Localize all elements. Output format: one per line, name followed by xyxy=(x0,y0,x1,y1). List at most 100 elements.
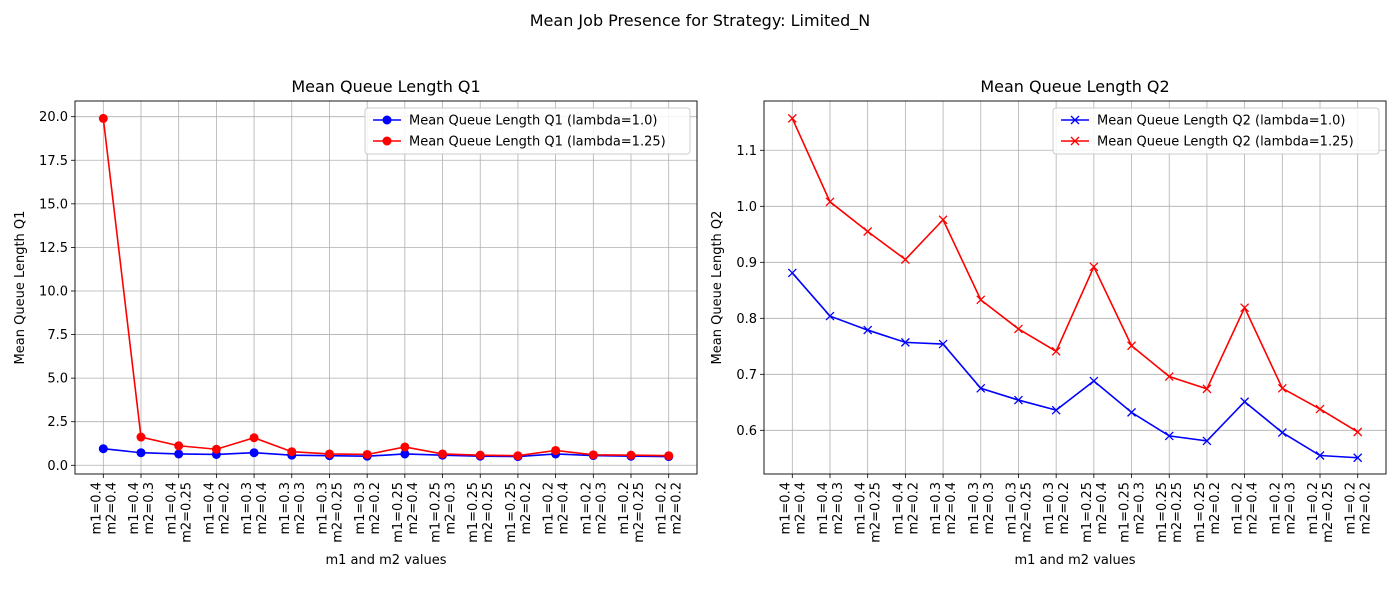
x-tick-label-m1: m1=0.25 xyxy=(1080,482,1095,543)
legend-marker xyxy=(382,115,392,125)
x-tick-label: m1=0.2m2=0.3 xyxy=(1268,482,1298,535)
x-tick-label-m2: m2=0.4 xyxy=(104,482,119,535)
y-tick-label: 7.5 xyxy=(47,328,68,343)
x-tick-label: m1=0.3m2=0.4 xyxy=(240,482,270,535)
data-point xyxy=(400,449,410,459)
x-tick-label: m1=0.25m2=0.2 xyxy=(504,482,534,543)
x-tick-label-m2: m2=0.2 xyxy=(1359,482,1374,535)
x-tick-label: m1=0.4m2=0.4 xyxy=(89,482,119,535)
x-tick-label-m2: m2=0.2 xyxy=(670,482,685,535)
x-tick-label: m1=0.2m2=0.25 xyxy=(1306,482,1336,543)
x-tick-label-m1: m1=0.3 xyxy=(1042,482,1057,535)
legend-box xyxy=(1052,107,1380,155)
data-point xyxy=(98,113,108,123)
x-tick-label-m1: m1=0.3 xyxy=(353,482,368,535)
x-tick-label-m1: m1=0.3 xyxy=(967,482,982,535)
data-point xyxy=(174,449,184,459)
x-tick-label: m1=0.4m2=0.2 xyxy=(891,482,921,535)
y-tick-label: 2.5 xyxy=(47,415,68,430)
data-point xyxy=(211,444,221,454)
x-tick-label-m2: m2=0.25 xyxy=(481,482,496,543)
x-tick-label: m1=0.3m2=0.2 xyxy=(353,482,383,535)
x-tick-label-m1: m1=0.2 xyxy=(1344,482,1359,535)
x-tick-label-m2: m2=0.25 xyxy=(632,482,647,543)
x-tick-label-m2: m2=0.4 xyxy=(944,482,959,535)
data-point xyxy=(863,325,873,335)
data-point xyxy=(287,447,297,457)
legend: Mean Queue Length Q2 (lambda=1.0) Mean Qu… xyxy=(1052,107,1380,155)
axes-frame xyxy=(74,100,698,475)
data-point xyxy=(1202,436,1212,446)
data-point xyxy=(900,337,910,347)
chart-title: Mean Queue Length Q2 xyxy=(980,77,1169,96)
data-point xyxy=(825,197,835,207)
data-point xyxy=(249,433,259,443)
x-tick-label-m2: m2=0.25 xyxy=(1170,482,1185,543)
x-tick-label-m1: m1=0.3 xyxy=(240,482,255,535)
y-tick-label: 1.1 xyxy=(736,144,757,159)
x-tick-label-m1: m1=0.2 xyxy=(1268,482,1283,535)
y-tick-label: 0.9 xyxy=(736,256,757,271)
data-point xyxy=(1127,341,1136,351)
x-tick-label-m2: m2=0.25 xyxy=(1321,482,1336,543)
data-point xyxy=(938,339,948,349)
data-point xyxy=(475,450,485,460)
y-tick-label: 0.6 xyxy=(736,424,757,439)
x-tick-label: m1=0.3m2=0.3 xyxy=(278,482,308,535)
x-tick-label-m1: m1=0.4 xyxy=(854,482,869,535)
x-tick-label: m1=0.4m2=0.4 xyxy=(778,482,808,535)
x-tick-label-m2: m2=0.3 xyxy=(982,482,997,535)
x-tick-label-m1: m1=0.25 xyxy=(1155,482,1170,543)
x-tick-label: m1=0.3m2=0.3 xyxy=(967,482,997,535)
x-tick-label: m1=0.25m2=0.2 xyxy=(1193,482,1223,543)
data-point xyxy=(1353,453,1363,463)
x-tick-label-m2: m2=0.2 xyxy=(906,482,921,535)
x-tick-label-m2: m2=0.4 xyxy=(1246,482,1261,535)
data-point xyxy=(787,113,797,123)
x-tick-label-m2: m2=0.4 xyxy=(793,482,808,535)
legend-label: Mean Queue Length Q1 (lambda=1.0) xyxy=(409,114,657,129)
legend-marker xyxy=(1070,115,1080,125)
data-point xyxy=(1014,324,1023,334)
x-tick-label: m1=0.25m2=0.25 xyxy=(1155,482,1185,543)
x-tick-label-m1: m1=0.3 xyxy=(315,482,330,535)
x-tick-label-m1: m1=0.4 xyxy=(816,482,831,535)
x-tick-label-m1: m1=0.25 xyxy=(429,482,444,543)
y-tick-label: 0.7 xyxy=(736,368,757,383)
data-point xyxy=(938,215,948,225)
legend-marker xyxy=(382,136,392,146)
x-tick-label-m2: m2=0.2 xyxy=(1057,482,1072,535)
legend-marker xyxy=(1070,136,1080,146)
y-tick-label: 0.8 xyxy=(736,312,757,327)
x-tick-label: m1=0.4m2=0.25 xyxy=(854,482,884,543)
data-point xyxy=(174,441,184,451)
chart-q2: 0.60.70.80.91.01.1m1=0.4m2=0.4 m1=0.4m2=0… xyxy=(710,77,1387,568)
x-tick-label-m2: m2=0.2 xyxy=(217,482,232,535)
x-tick-label-m1: m1=0.4 xyxy=(89,482,104,535)
x-tick-label: m1=0.25m2=0.3 xyxy=(429,482,459,543)
x-tick-label-m1: m1=0.4 xyxy=(127,482,142,535)
data-point xyxy=(1127,407,1136,417)
x-tick-label-m2: m2=0.25 xyxy=(180,482,195,543)
x-tick-label: m1=0.2m2=0.3 xyxy=(579,482,609,535)
data-point xyxy=(513,451,523,461)
series-line xyxy=(791,118,1359,433)
x-tick-label-m1: m1=0.3 xyxy=(1004,482,1019,535)
x-tick-label-m1: m1=0.25 xyxy=(504,482,519,543)
data-point xyxy=(1014,395,1023,405)
legend-label: Mean Queue Length Q2 (lambda=1.0) xyxy=(1097,114,1345,129)
x-tick-label: m1=0.25m2=0.4 xyxy=(391,482,421,543)
x-tick-label-m1: m1=0.25 xyxy=(1193,482,1208,543)
x-tick-label-m2: m2=0.3 xyxy=(594,482,609,535)
data-point xyxy=(1315,404,1325,414)
x-tick-label-m2: m2=0.4 xyxy=(255,482,270,535)
data-point xyxy=(551,445,561,455)
data-point xyxy=(249,448,259,458)
data-point xyxy=(1164,431,1174,441)
x-tick-label-m1: m1=0.4 xyxy=(202,482,217,535)
data-point xyxy=(825,311,835,321)
series-line xyxy=(791,272,1358,459)
data-point xyxy=(1240,397,1250,407)
data-point xyxy=(362,449,372,459)
axes-frame xyxy=(763,100,1387,475)
